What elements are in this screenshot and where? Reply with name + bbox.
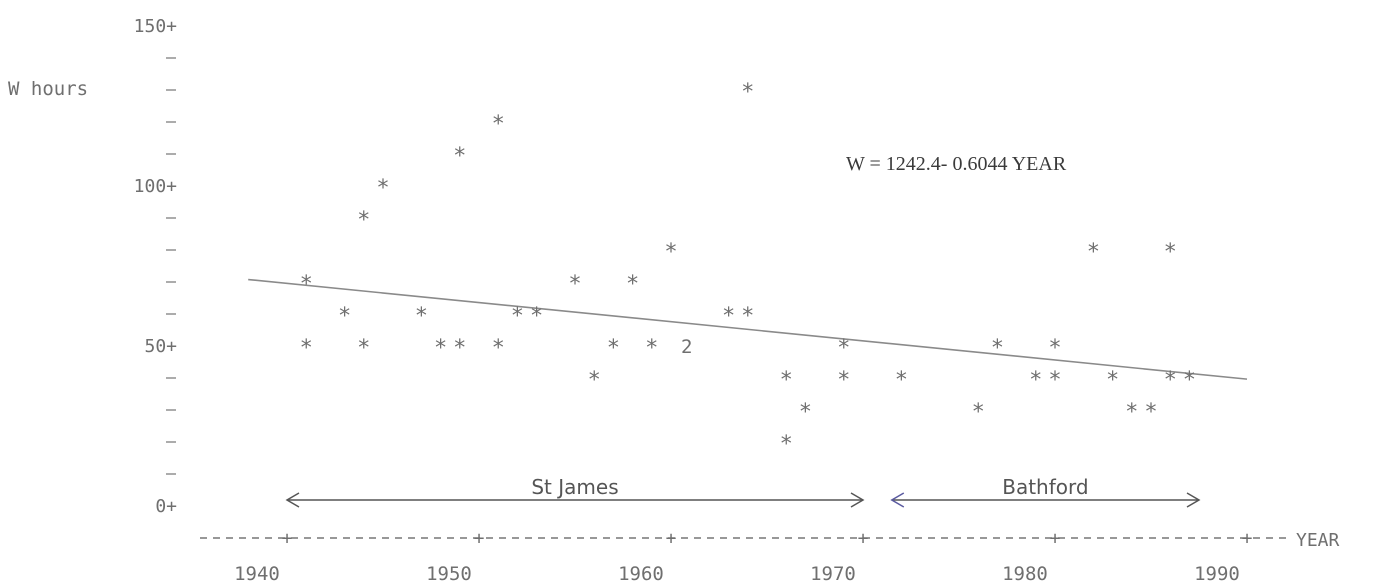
data-point: * xyxy=(972,400,985,425)
data-point: * xyxy=(511,304,524,329)
x-tick-label: 1960 xyxy=(618,563,664,584)
x-tick-label: 1980 xyxy=(1002,563,1048,584)
data-point: * xyxy=(722,304,735,329)
y-tick-label: 0+ xyxy=(155,496,177,517)
y-tick-label: 100+ xyxy=(134,176,178,197)
y-axis: 150+ 100+ 50+ 0+ xyxy=(134,16,178,517)
x-tick-label: 1970 xyxy=(810,563,856,584)
y-tick-label: 150+ xyxy=(134,16,178,37)
data-point: * xyxy=(1029,368,1042,393)
data-point: * xyxy=(1164,240,1177,265)
range-arrow: Bathford xyxy=(890,475,1201,508)
x-tick-mark: + xyxy=(1242,528,1253,549)
data-point: * xyxy=(453,144,466,169)
data-point: * xyxy=(357,336,370,361)
data-point: * xyxy=(895,368,908,393)
data-point: * xyxy=(799,400,812,425)
multiplicity-label: 2 xyxy=(681,336,692,358)
data-point: * xyxy=(357,208,370,233)
data-points: ************* ******** ******* **** ***** ***… xyxy=(300,80,1196,457)
data-point: * xyxy=(376,176,389,201)
x-tick-label: 1990 xyxy=(1194,563,1240,584)
data-point: * xyxy=(492,112,505,137)
data-point: * xyxy=(607,336,620,361)
data-point: * xyxy=(453,336,466,361)
x-tick-label: 1940 xyxy=(234,563,280,584)
x-tick-mark: + xyxy=(666,528,677,549)
data-point: * xyxy=(1125,400,1138,425)
x-tick-mark: + xyxy=(1050,528,1061,549)
data-point: * xyxy=(741,304,754,329)
data-point: * xyxy=(415,304,428,329)
x-tick-mark: + xyxy=(282,528,293,549)
x-axis: +1940+1950+1960+1970+1980+1990 xyxy=(200,528,1290,584)
x-axis-label: YEAR xyxy=(1296,530,1340,551)
data-point: * xyxy=(780,432,793,457)
range-arrow: St James xyxy=(285,475,865,508)
data-point: * xyxy=(991,336,1004,361)
data-point: * xyxy=(1048,368,1061,393)
data-point: * xyxy=(434,336,447,361)
period-ranges: St James Bathford xyxy=(285,475,1201,508)
x-tick-mark: + xyxy=(474,528,485,549)
data-point: * xyxy=(588,368,601,393)
multiplicity-labels: 2 xyxy=(681,336,692,358)
data-point: * xyxy=(741,80,754,105)
data-point: * xyxy=(530,304,543,329)
data-point: * xyxy=(626,272,639,297)
data-point: * xyxy=(645,336,658,361)
data-point: * xyxy=(837,336,850,361)
data-point: * xyxy=(837,368,850,393)
data-point: * xyxy=(1048,336,1061,361)
data-point: * xyxy=(1164,368,1177,393)
data-point: * xyxy=(300,336,313,361)
data-point: * xyxy=(1183,368,1196,393)
data-point: * xyxy=(1144,400,1157,425)
data-point: * xyxy=(1106,368,1119,393)
range-label: Bathford xyxy=(1002,475,1088,499)
data-point: * xyxy=(1087,240,1100,265)
y-tick-label: 50+ xyxy=(144,336,177,357)
y-axis-label: W hours xyxy=(8,78,88,100)
regression-line xyxy=(248,278,1248,380)
data-point: * xyxy=(568,272,581,297)
range-label: St James xyxy=(531,475,618,499)
data-point: * xyxy=(300,272,313,297)
data-point: * xyxy=(664,240,677,265)
x-tick-label: 1950 xyxy=(426,563,472,584)
data-point: * xyxy=(780,368,793,393)
regression-equation: W = 1242.4- 0.6044 YEAR xyxy=(846,153,1067,175)
x-tick-mark: + xyxy=(858,528,869,549)
data-point: * xyxy=(492,336,505,361)
data-point: * xyxy=(338,304,351,329)
